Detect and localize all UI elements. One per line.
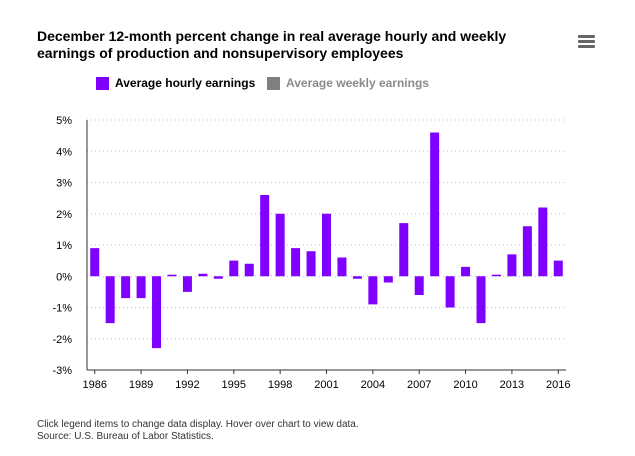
bar-2006[interactable] (399, 223, 409, 277)
x-tick-label: 1989 (129, 379, 153, 391)
bar-2000[interactable] (306, 251, 316, 277)
bar-1989[interactable] (136, 276, 146, 299)
y-tick-label: -2% (52, 334, 72, 346)
bar-1997[interactable] (260, 195, 270, 277)
bar-2007[interactable] (414, 276, 424, 295)
bar-1992[interactable] (182, 276, 192, 292)
y-tick-label: 3% (56, 178, 72, 190)
bar-2011[interactable] (476, 276, 486, 324)
bar-2003[interactable] (352, 276, 362, 279)
x-tick-label: 1986 (82, 379, 106, 391)
bar-2015[interactable] (538, 207, 548, 277)
bar-2013[interactable] (507, 254, 517, 277)
legend-swatch-hourly (96, 76, 109, 90)
legend-label-hourly: Average hourly earnings (115, 76, 256, 90)
bar-2009[interactable] (445, 276, 455, 308)
bar-2008[interactable] (430, 132, 440, 277)
bar-1996[interactable] (244, 263, 254, 277)
legend-swatch-weekly (267, 76, 280, 90)
footnote-source: Source: U.S. Bureau of Labor Statistics. (37, 431, 214, 442)
bar-2014[interactable] (522, 226, 532, 277)
x-tick-label: 2013 (500, 379, 524, 391)
footnote-instructions: Click legend items to change data displa… (37, 419, 359, 430)
y-tick-label: 0% (56, 271, 72, 283)
bar-1986[interactable] (90, 248, 100, 277)
bar-2016[interactable] (553, 260, 563, 277)
x-tick-label: 2004 (361, 379, 385, 391)
footnote: Click legend items to change data displa… (37, 419, 359, 443)
bar-1990[interactable] (152, 276, 162, 349)
y-tick-label: 5% (56, 115, 72, 127)
x-tick-label: 2016 (546, 379, 570, 391)
legend-label-weekly: Average weekly earnings (286, 76, 429, 90)
x-tick-label: 2010 (453, 379, 477, 391)
bar-2010[interactable] (461, 266, 471, 277)
bar-1994[interactable] (213, 276, 223, 279)
bar-1999[interactable] (291, 248, 301, 277)
bar-1988[interactable] (121, 276, 131, 299)
x-tick-label: 1992 (175, 379, 199, 391)
bar-1987[interactable] (105, 276, 115, 324)
chart-title: December 12-month percent change in real… (37, 28, 507, 61)
bar-1993[interactable] (198, 273, 208, 277)
y-tick-label: -1% (52, 303, 72, 315)
menu-bar-3 (578, 45, 595, 48)
legend-item-hourly[interactable]: Average hourly earnings (96, 76, 255, 90)
bar-1995[interactable] (229, 260, 239, 277)
menu-bar-2 (578, 40, 595, 43)
hamburger-menu-icon[interactable] (578, 35, 595, 49)
bar-1991[interactable] (167, 274, 177, 277)
bar-2001[interactable] (322, 213, 331, 277)
x-tick-label: 1995 (222, 379, 246, 391)
x-tick-label: 2001 (314, 379, 338, 391)
bar-2005[interactable] (383, 276, 393, 283)
bar-2012[interactable] (491, 274, 501, 277)
x-tick-label: 2007 (407, 379, 431, 391)
bar-1998[interactable] (275, 213, 285, 277)
y-tick-label: 4% (56, 146, 72, 158)
y-tick-label: -3% (52, 365, 72, 377)
y-tick-label: 1% (56, 240, 72, 252)
menu-bar-1 (578, 35, 595, 38)
x-tick-label: 1998 (268, 379, 292, 391)
y-tick-label: 2% (56, 209, 72, 221)
bar-2002[interactable] (337, 257, 347, 277)
legend-item-weekly[interactable]: Average weekly earnings (267, 76, 429, 90)
bar-2004[interactable] (368, 276, 378, 305)
